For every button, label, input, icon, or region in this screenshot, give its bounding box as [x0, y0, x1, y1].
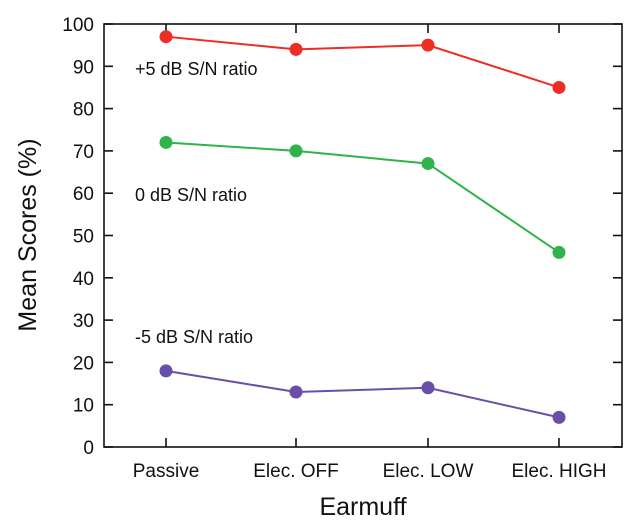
series-annotation: -5 dB S/N ratio: [135, 327, 253, 347]
x-tick-label: Elec. LOW: [383, 461, 474, 482]
series-line: [165, 35, 560, 89]
series-line: [165, 369, 560, 419]
x-axis-title: Earmuff: [319, 493, 406, 521]
y-tick-label: 0: [83, 438, 94, 459]
data-point: [421, 157, 435, 171]
x-tick-label: Elec. OFF: [253, 461, 339, 482]
y-tick-label: 30: [73, 311, 94, 332]
y-tick-label: 10: [73, 396, 94, 417]
series-line: [165, 141, 560, 254]
data-point: [552, 80, 566, 94]
y-tick-label: 60: [73, 184, 94, 205]
data-point: [159, 364, 173, 378]
series-layer: [159, 30, 566, 424]
data-point: [552, 410, 566, 424]
x-tick-label: Passive: [133, 461, 200, 482]
data-point: [421, 38, 435, 52]
data-point: [289, 385, 303, 399]
y-tick-label: 20: [73, 353, 94, 374]
data-point: [159, 135, 173, 149]
y-tick-label: 80: [73, 100, 94, 121]
series-annotation: 0 dB S/N ratio: [135, 185, 247, 205]
data-point: [159, 30, 173, 44]
series-annotations: +5 dB S/N ratio 0 dB S/N ratio -5 dB S/N r…: [135, 59, 258, 347]
data-point: [552, 245, 566, 259]
y-tick-label: 100: [62, 15, 94, 36]
y-tick-label: 70: [73, 142, 94, 163]
y-tick-label: 90: [73, 57, 94, 78]
y-axis: 0 10 20 30 40 50 60 70 80 90 100: [62, 15, 622, 459]
y-tick-label: 50: [73, 227, 94, 248]
data-point: [421, 381, 435, 395]
y-axis-title: Mean Scores (%): [14, 138, 42, 331]
data-point: [289, 144, 303, 158]
x-axis: Passive Elec. OFF Elec. LOW Elec. HIGH: [133, 24, 607, 482]
plot-frame: [103, 23, 623, 448]
series-annotation: +5 dB S/N ratio: [135, 59, 258, 79]
y-tick-label: 40: [73, 269, 94, 290]
x-tick-label: Elec. HIGH: [511, 461, 606, 482]
data-point: [289, 42, 303, 56]
